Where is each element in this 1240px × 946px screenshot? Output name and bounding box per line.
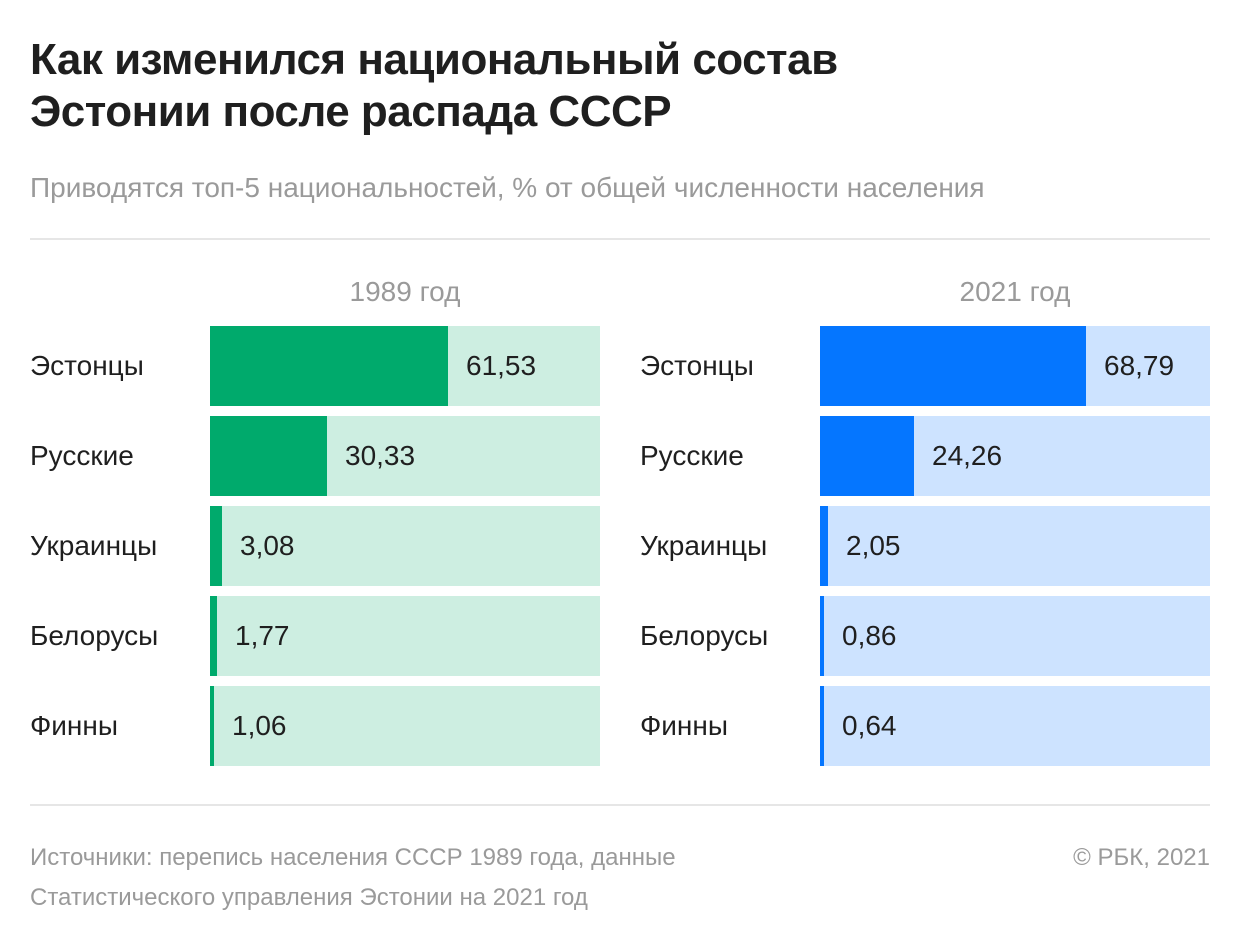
panel-1989: 1989 год Эстонцы 61,53 Русские 30,33 Украинцы…	[30, 270, 600, 770]
bar-track: 0,86	[820, 596, 1210, 676]
category-label: Русские	[640, 440, 744, 471]
bar-track: 2,05	[820, 506, 1210, 586]
panel-2021: 2021 год Эстонцы 68,79 Русские 24,26 Украинцы…	[640, 270, 1210, 770]
bar-track: 61,53	[210, 326, 600, 406]
category-label: Украинцы	[640, 530, 768, 561]
bar-track: 68,79	[820, 326, 1210, 406]
bar-value-label: 0,86	[842, 620, 897, 651]
bar-value-label: 1,06	[232, 710, 287, 741]
copyright: © РБК, 2021	[1073, 844, 1210, 871]
bar-track: 30,33	[210, 416, 600, 496]
bar-value-label: 24,26	[932, 440, 1003, 471]
panel-year-title: 1989 год	[349, 276, 461, 307]
category-label: Эстонцы	[30, 350, 144, 381]
bar-track: 24,26	[820, 416, 1210, 496]
source-note: Источники: перепись населения СССР 1989 …	[30, 844, 676, 911]
bar-value-label: 3,08	[240, 530, 295, 561]
bar-track: 1,06	[210, 686, 600, 766]
bar	[820, 686, 824, 766]
bottom-divider	[30, 804, 1210, 806]
category-label: Финны	[30, 710, 118, 741]
bar	[210, 686, 214, 766]
category-label: Финны	[640, 710, 728, 741]
category-label: Русские	[30, 440, 134, 471]
bar-value-label: 61,53	[466, 350, 537, 381]
bar	[210, 506, 222, 586]
bar	[820, 416, 914, 496]
bar-track: 1,77	[210, 596, 600, 676]
category-label: Белорусы	[30, 620, 159, 651]
bar-value-label: 68,79	[1104, 350, 1175, 381]
bar-track: 0,64	[820, 686, 1210, 766]
chart-subtitle: Приводятся топ-5 национальностей, % от о…	[30, 172, 985, 203]
bar-value-label: 0,64	[842, 710, 897, 741]
bar	[820, 326, 1086, 406]
bar-value-label: 1,77	[235, 620, 290, 651]
bar	[820, 596, 824, 676]
category-label: Белорусы	[640, 620, 769, 651]
category-label: Украинцы	[30, 530, 158, 561]
bar	[210, 326, 448, 406]
panel-year-title: 2021 год	[959, 276, 1071, 307]
bar-value-label: 30,33	[345, 440, 416, 471]
top-divider	[30, 238, 1210, 240]
bar	[210, 596, 217, 676]
category-label: Эстонцы	[640, 350, 754, 381]
bar	[210, 416, 327, 496]
chart-title: Как изменился национальный состав Эстони…	[30, 35, 838, 136]
bar-track: 3,08	[210, 506, 600, 586]
bar-value-label: 2,05	[846, 530, 901, 561]
bar	[820, 506, 828, 586]
